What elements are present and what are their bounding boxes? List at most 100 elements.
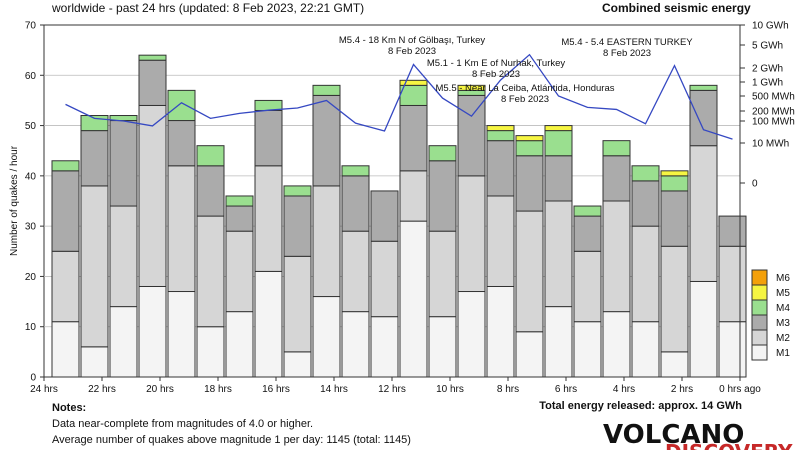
event-annotation: 8 Feb 2023 bbox=[501, 94, 549, 105]
bar-segment-m3 bbox=[167, 120, 196, 167]
notes-line-1: Data near-complete from magnitudes of 4.… bbox=[52, 418, 314, 430]
energy-tick-label: 2 GWh bbox=[752, 64, 783, 75]
y-tick-label: 70 bbox=[25, 21, 37, 32]
bar-segment-m2 bbox=[718, 245, 747, 323]
bar-segment-m2 bbox=[138, 104, 167, 287]
legend-label-m2: M2 bbox=[776, 333, 790, 344]
bar-segment-m2 bbox=[660, 245, 689, 353]
y-tick-label: 60 bbox=[25, 71, 37, 82]
bar-segment-m2 bbox=[515, 210, 544, 333]
bar-segment-m2 bbox=[51, 250, 80, 323]
bar-segment-m3 bbox=[312, 94, 341, 187]
bar-segment-m4 bbox=[515, 140, 544, 157]
bar-segment-m4 bbox=[138, 54, 167, 61]
bar-segment-m4 bbox=[631, 165, 660, 182]
energy-axis-title: Combined seismic energy bbox=[602, 1, 751, 15]
bar-segment-m4 bbox=[341, 165, 370, 177]
bar-segment-m4 bbox=[573, 205, 602, 217]
legend-label-m5: M5 bbox=[776, 288, 790, 299]
notes-title: Notes: bbox=[52, 402, 87, 414]
energy-tick-label: 0 bbox=[752, 179, 758, 190]
legend-label-m4: M4 bbox=[776, 303, 790, 314]
bar-segment-m3 bbox=[689, 89, 718, 147]
bar-segment-m2 bbox=[341, 230, 370, 313]
bar-segment-m3 bbox=[457, 94, 486, 177]
y-tick-label: 20 bbox=[25, 272, 37, 283]
legend-swatch-m2 bbox=[751, 329, 768, 346]
bar-segment-m1 bbox=[109, 306, 138, 378]
bar-segment-m3 bbox=[283, 195, 312, 257]
bar-segment-m3 bbox=[544, 155, 573, 202]
bar-segment-m1 bbox=[312, 296, 341, 378]
event-annotation: 8 Feb 2023 bbox=[603, 48, 651, 59]
bar-segment-m5 bbox=[660, 170, 689, 177]
bar-segment-m1 bbox=[573, 321, 602, 378]
energy-tick-label: 100 MWh bbox=[752, 117, 795, 128]
energy-tick-label: 10 MWh bbox=[752, 139, 789, 150]
bar-segment-m2 bbox=[689, 145, 718, 282]
bar-segment-m4 bbox=[428, 145, 457, 162]
bar-segment-m4 bbox=[689, 84, 718, 91]
bar-segment-m5 bbox=[544, 125, 573, 132]
bar-segment-m2 bbox=[457, 175, 486, 293]
x-tick-label: 2 hrs bbox=[671, 384, 693, 395]
bar-segment-m3 bbox=[225, 205, 254, 232]
bar-segment-m4 bbox=[51, 160, 80, 172]
bar-segment-m3 bbox=[486, 140, 515, 197]
energy-tick-label: 5 GWh bbox=[752, 41, 783, 52]
event-annotation: M5.1 - 1 Km E of Nurhak, Turkey bbox=[427, 58, 566, 69]
chart-subtitle: worldwide - past 24 hrs (updated: 8 Feb … bbox=[52, 1, 365, 15]
legend-swatch-m4 bbox=[751, 299, 768, 316]
bar-segment-m1 bbox=[544, 306, 573, 378]
volcano-discovery-logo-line-2: DISCOVERY bbox=[665, 440, 793, 450]
bar-segment-m1 bbox=[254, 270, 283, 378]
bar-segment-m2 bbox=[196, 215, 225, 328]
bar-segment-m4 bbox=[486, 130, 515, 142]
bar-segment-m3 bbox=[428, 160, 457, 232]
bar-segment-m1 bbox=[80, 346, 109, 378]
bar-segment-m2 bbox=[631, 225, 660, 323]
bar-segment-m3 bbox=[370, 190, 399, 242]
bar-segment-m2 bbox=[370, 240, 399, 318]
energy-line bbox=[65, 53, 733, 140]
bar-segment-m1 bbox=[138, 285, 167, 378]
y-tick-label: 0 bbox=[30, 373, 36, 384]
bar-segment-m4 bbox=[283, 185, 312, 197]
bar-segment-m3 bbox=[341, 175, 370, 232]
bar-segment-m1 bbox=[341, 311, 370, 378]
bar-segment-m3 bbox=[515, 155, 544, 212]
bar-segment-m2 bbox=[573, 250, 602, 323]
bar-segment-m1 bbox=[283, 351, 312, 378]
x-tick-label: 18 hrs bbox=[204, 384, 232, 395]
x-tick-label: 16 hrs bbox=[262, 384, 290, 395]
bar-segment-m1 bbox=[660, 351, 689, 378]
bar-segment-m1 bbox=[225, 311, 254, 378]
bar-segment-m3 bbox=[109, 120, 138, 207]
bar-segment-m1 bbox=[51, 321, 80, 378]
bar-segment-m3 bbox=[254, 109, 283, 167]
notes-block: Notes: Data near-complete from magnitude… bbox=[52, 400, 411, 448]
y-tick-label: 40 bbox=[25, 171, 37, 182]
x-tick-label: 14 hrs bbox=[320, 384, 348, 395]
bar-segment-m1 bbox=[689, 280, 718, 378]
bar-segment-m2 bbox=[486, 195, 515, 287]
bar-segment-m2 bbox=[283, 255, 312, 353]
bar-segment-m2 bbox=[225, 230, 254, 313]
bar-segment-m3 bbox=[718, 215, 747, 247]
bar-segment-m1 bbox=[457, 291, 486, 378]
event-annotation: M5.4 - 18 Km N of Gölbaşı, Turkey bbox=[339, 35, 485, 46]
bar-segment-m2 bbox=[167, 165, 196, 293]
legend-label-m1: M1 bbox=[776, 348, 790, 359]
event-annotation: 8 Feb 2023 bbox=[388, 46, 436, 57]
bar-segment-m2 bbox=[544, 200, 573, 308]
bar-segment-m3 bbox=[399, 104, 428, 172]
bar-segment-m1 bbox=[399, 220, 428, 378]
bar-segment-m5 bbox=[486, 125, 515, 132]
bar-segment-m1 bbox=[515, 331, 544, 378]
bar-segment-m4 bbox=[196, 145, 225, 167]
x-tick-label: 6 hrs bbox=[555, 384, 577, 395]
x-tick-label: 12 hrs bbox=[378, 384, 406, 395]
legend-swatch-m5 bbox=[751, 284, 768, 301]
bar-segment-m1 bbox=[718, 321, 747, 378]
y-tick-label: 50 bbox=[25, 121, 37, 132]
